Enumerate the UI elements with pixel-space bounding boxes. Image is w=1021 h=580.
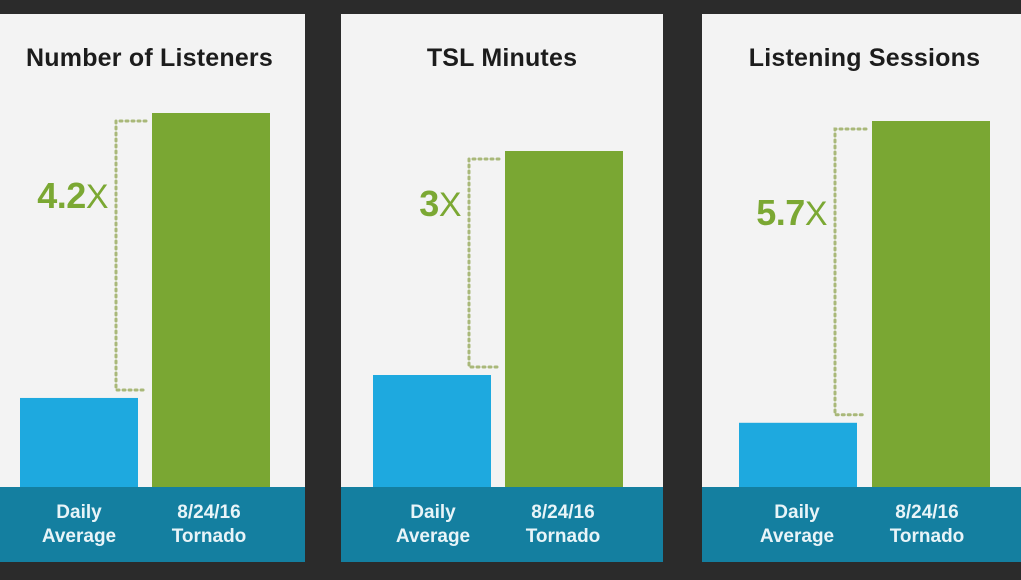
bar-tornado [872, 121, 990, 487]
bar-daily-average [373, 375, 491, 487]
multiplier-label: 4.2X [37, 175, 108, 217]
multiplier-connector [114, 119, 148, 392]
tick-label-baseline: Daily Average [395, 502, 471, 547]
chart-panel-listening-sessions: Listening Sessions 5.7X Daily Average 8/2… [702, 14, 1021, 562]
multiplier-value: 3 [419, 183, 439, 224]
category-footer: Daily Average 8/24/16 Tornado [702, 487, 1021, 562]
chart-plot [20, 113, 270, 487]
multiplier-connector [833, 127, 868, 417]
multiplier-suffix: X [438, 186, 462, 224]
chart-plot [739, 121, 990, 487]
bar-tornado [152, 113, 270, 487]
bar-daily-average [739, 422, 857, 487]
chart-title: Number of Listeners [26, 44, 273, 72]
category-footer: Daily Average 8/24/16 Tornado [341, 487, 663, 562]
bar-daily-average [20, 397, 138, 487]
tick-label-baseline: Daily Average [759, 502, 835, 547]
tick-label-baseline: Daily Average [41, 502, 117, 547]
chart-title: Listening Sessions [748, 44, 981, 72]
multiplier-connector [467, 157, 501, 369]
multiplier-value: 5.7 [756, 191, 805, 233]
multiplier-label: 3X [419, 183, 461, 225]
multiplier-suffix: X [85, 178, 109, 217]
multiplier-value: 4.2 [37, 175, 86, 217]
chart-panel-tsl-minutes: TSL Minutes 3X Daily Average 8/24/16 Torna… [341, 14, 663, 562]
tick-label-event: 8/24/16 Tornado [889, 502, 965, 547]
chart-plot [373, 151, 623, 487]
multiplier-label: 5.7X [756, 192, 827, 234]
multiplier-suffix: X [804, 194, 828, 233]
category-footer: Daily Average 8/24/16 Tornado [0, 487, 305, 562]
chart-panel-listeners: Number of Listeners 4.2X Daily Average 8/… [0, 14, 305, 562]
chart-title: TSL Minutes [426, 44, 578, 72]
tick-label-event: 8/24/16 Tornado [525, 502, 601, 547]
bar-tornado [505, 151, 623, 487]
tick-label-event: 8/24/16 Tornado [171, 502, 247, 547]
